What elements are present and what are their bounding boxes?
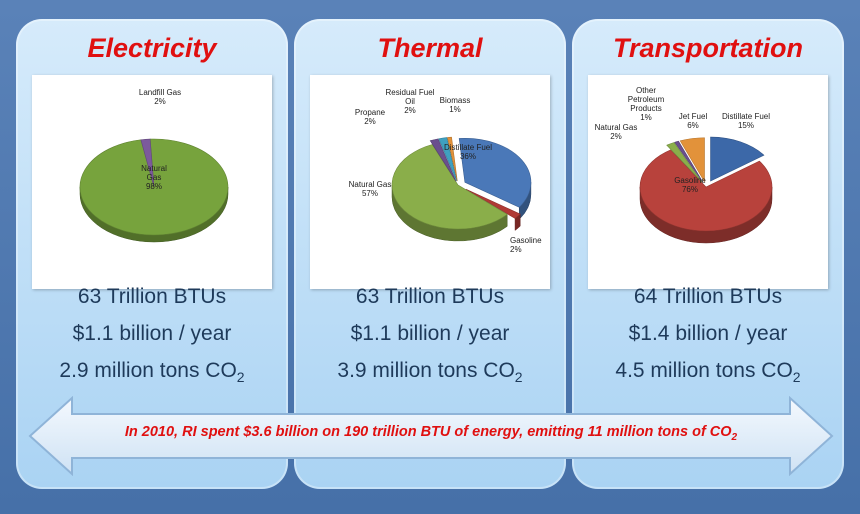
transportation-pie-chart: Distillate Fuel 15% Gasoline 76% Natural Gas… [595, 86, 773, 244]
energy-stat: 63 Trillion BTUs [355, 285, 505, 308]
pie-slice [710, 136, 765, 182]
slice-label: Natural Gas 98% [141, 164, 167, 191]
pie-slice [639, 149, 773, 232]
co2-stat: 4.5 million tons CO2 [572, 359, 844, 385]
pie-slice [666, 142, 703, 183]
pie-slice [447, 136, 458, 182]
slice-label: Natural Gas 2% [595, 123, 638, 141]
slice-label: Gasoline 2% [510, 236, 542, 254]
pie-slice [674, 140, 704, 183]
slice-label: Residual Fuel Oil 2% [386, 88, 435, 115]
slice-label: Propane 2% [355, 108, 386, 126]
thermal-panel: Thermal Distillate Fuel 36% Gasoline 2% Natu… [294, 19, 566, 489]
cost-stat: $1.1 billion / year [72, 322, 232, 345]
electricity-pie-chart: Natural Gas 98% Landfill Gas 2% [79, 88, 229, 243]
energy-stat: 63 Trillion BTUs [77, 285, 227, 308]
pie-slice [679, 137, 705, 183]
slice-label: Landfill Gas 2% [139, 88, 181, 106]
panel-title: Electricity [87, 33, 217, 63]
slice-label: Gasoline 76% [674, 176, 706, 194]
co2-text: 3.9 million tons CO [337, 359, 515, 382]
co2-stat: 3.9 million tons CO2 [294, 359, 566, 385]
pie-slice [429, 138, 457, 182]
slice-label: Biomass 1% [440, 96, 471, 114]
transportation-chart: Distillate Fuel 15% Gasoline 76% Natural Gas… [588, 75, 828, 289]
slice-label: Other Petroleum Products 1% [628, 86, 665, 122]
panel-title: Transportation [612, 33, 803, 63]
electricity-chart: Natural Gas 98% Landfill Gas 2% [32, 75, 272, 289]
pie-slice [458, 138, 532, 208]
cost-stat: $1.4 billion / year [628, 322, 788, 345]
co2-text: 2.9 million tons CO [59, 359, 237, 382]
slice-label: Jet Fuel 6% [679, 112, 708, 130]
summary-banner: In 2010, RI spent $3.6 billion on 190 tr… [28, 396, 834, 476]
pie-slice [140, 138, 155, 188]
thermal-chart: Distillate Fuel 36% Gasoline 2% Natural Gas 5… [310, 75, 550, 289]
pie-slice [391, 144, 508, 230]
energy-stat: 64 Trillion BTUs [633, 285, 783, 308]
double-arrow-icon [28, 396, 834, 476]
transportation-panel: Transportation Distillate Fuel 15% Gasolin… [572, 19, 844, 489]
summary-subscript: 2 [731, 431, 738, 443]
co2-subscript: 2 [792, 369, 801, 386]
summary-main: In 2010, RI spent $3.6 billion on 190 tr… [124, 424, 732, 440]
co2-subscript: 2 [236, 369, 245, 386]
pie-slice [465, 188, 521, 219]
panel-title: Thermal [377, 33, 483, 63]
co2-subscript: 2 [514, 369, 523, 386]
slice-label: Distillate Fuel 15% [722, 112, 770, 130]
summary-text: In 2010, RI spent $3.6 billion on 190 tr… [68, 424, 794, 443]
co2-stat: 2.9 million tons CO2 [16, 359, 288, 385]
thermal-pie-chart: Distillate Fuel 36% Gasoline 2% Natural Gas 5… [349, 88, 542, 254]
pie-slice [438, 137, 458, 182]
cost-stat: $1.1 billion / year [350, 322, 510, 345]
slice-label: Natural Gas 57% [349, 180, 392, 198]
co2-text: 4.5 million tons CO [615, 359, 793, 382]
slice-label: Distillate Fuel 36% [444, 143, 492, 161]
